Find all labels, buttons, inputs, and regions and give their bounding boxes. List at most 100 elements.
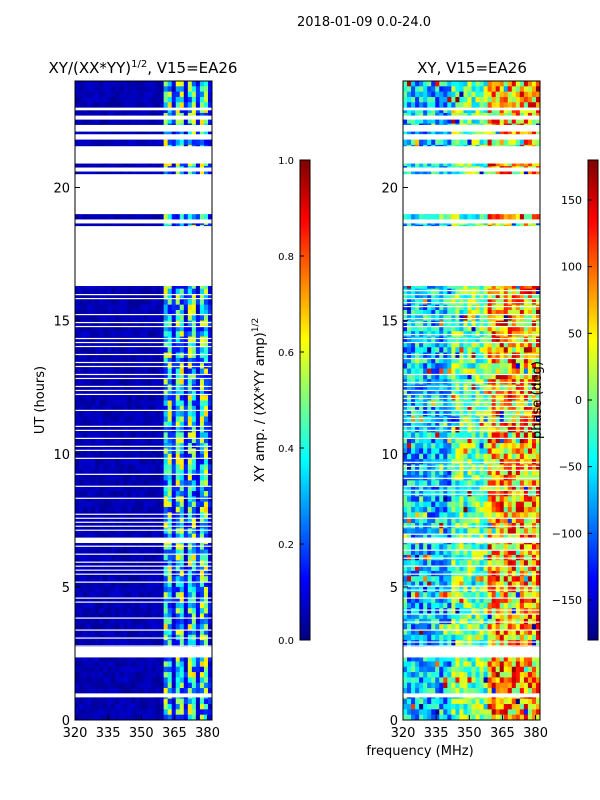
amp-heatmap-cell [207,416,213,423]
amp-heatmap-cell [195,496,201,503]
phase-heatmap-cell [515,86,521,93]
amp-heatmap-cell [175,629,181,636]
amp-heatmap-cell [123,325,128,332]
amp-heatmap-cell [199,416,205,423]
amp-heatmap-cell [119,341,124,348]
amp-heatmap-cell [95,656,100,662]
amp-heatmap-cell [187,666,193,673]
amp-heatmap-cell [87,554,92,561]
amp-heatmap-cell [91,283,96,290]
amp-heatmap-cell [127,432,132,439]
phase-heatmap-cell [451,139,456,146]
amp-heatmap-cell [171,214,177,220]
amp-heatmap-cell [159,357,165,364]
amp-heatmap-cell [167,581,173,588]
amp-heatmap-cell [179,320,185,327]
phase-heatmap-cell [495,102,501,109]
amp-heatmap-cell [135,533,140,540]
amp-heatmap-cell [207,315,213,322]
amp-heatmap-cell [195,309,201,316]
amp-heatmap-cell [203,309,209,316]
amp-heatmap-cell [75,411,80,417]
amp-heatmap-cell [115,347,120,353]
amp-heatmap-cell [79,469,84,476]
amp-heatmap-cell [143,107,148,114]
amp-heatmap-cell [175,661,181,668]
amp-heatmap-cell [143,554,148,561]
amp-heatmap-cell [203,325,209,332]
amp-heatmap-cell [187,475,193,481]
amp-heatmap-cell [107,294,112,300]
amp-heatmap-cell [147,480,152,487]
amp-heatmap-cell [75,368,80,375]
amp-heatmap-cell [179,666,185,673]
amp-heatmap-cell [183,554,189,561]
amp-heatmap-cell [203,160,209,167]
amp-heatmap-cell [147,608,152,614]
amp-heatmap-cell [203,677,209,684]
amp-heatmap-cell [87,379,92,385]
amp-heatmap-cell [111,432,116,439]
amp-heatmap-cell [147,384,152,391]
amp-heatmap-cell [131,379,136,385]
amp-heatmap-cell [87,565,92,572]
amp-heatmap-cell [91,294,96,300]
amp-heatmap-cell [139,448,144,455]
amp-heatmap-cell [143,294,148,300]
amp-heatmap-cell [183,411,189,417]
amp-heatmap-cell [151,453,156,460]
amp-heatmap-cell [163,453,169,460]
amp-heatmap-cell [191,341,197,348]
amp-heatmap-cell [87,597,92,604]
amp-heatmap-cell [171,586,177,593]
amp-heatmap-cell [103,576,108,582]
amp-heatmap-cell [115,368,120,375]
amp-heatmap-cell [199,384,205,391]
amp-heatmap-cell [95,368,100,375]
amp-heatmap-cell [131,421,136,428]
amp-heatmap-cell [75,331,80,337]
amp-heatmap-cell [207,368,213,375]
amp-heatmap-cell [175,118,181,125]
amp-heatmap-cell [103,666,108,673]
amp-scan-gap [75,637,212,639]
amp-heatmap-cell [75,341,80,348]
amp-heatmap-cell [135,325,140,332]
phase-heatmap-cell [475,160,480,167]
amp-heatmap-cell [131,336,136,343]
amp-heatmap-cell [155,320,161,327]
amp-heatmap-cell [91,544,96,551]
amp-heatmap-cell [171,320,177,327]
amp-heatmap-cell [183,459,189,465]
amp-heatmap-cell [191,512,197,519]
amp-heatmap-cell [111,139,116,146]
amp-heatmap-cell [115,512,120,519]
amp-heatmap-cell [139,704,144,710]
amp-heatmap-cell [111,507,116,513]
amp-heatmap-cell [143,469,148,476]
phase-heatmap-cell [471,96,476,103]
amp-heatmap-cell [147,629,152,636]
amp-heatmap-cell [159,411,165,417]
amp-heatmap-cell [143,325,148,332]
amp-heatmap-cell [95,576,100,582]
amp-data-gap [75,107,212,111]
amp-heatmap-cell [143,379,148,385]
amp-heatmap-cell [75,666,80,673]
amp-heatmap-cell [183,469,189,476]
amp-heatmap-cell [175,453,181,460]
amp-heatmap-cell [175,214,181,220]
amp-heatmap-cell [155,496,161,503]
amp-heatmap-cell [107,475,112,481]
amp-heatmap-cell [103,661,108,668]
amp-heatmap-cell [139,485,144,492]
amp-heatmap-cell [179,485,185,492]
amp-heatmap-cell [87,384,92,391]
amp-heatmap-cell [99,496,104,503]
phase-heatmap-cell [447,107,452,114]
amp-heatmap-cell [103,352,108,359]
amp-heatmap-cell [207,602,213,609]
phase-heatmap-cell [483,81,489,87]
amp-heatmap-cell [159,677,165,684]
amp-heatmap-cell [191,517,197,524]
